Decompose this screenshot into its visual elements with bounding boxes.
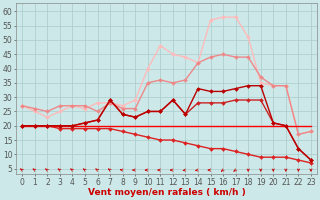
X-axis label: Vent moyen/en rafales ( km/h ): Vent moyen/en rafales ( km/h ) bbox=[88, 188, 245, 197]
